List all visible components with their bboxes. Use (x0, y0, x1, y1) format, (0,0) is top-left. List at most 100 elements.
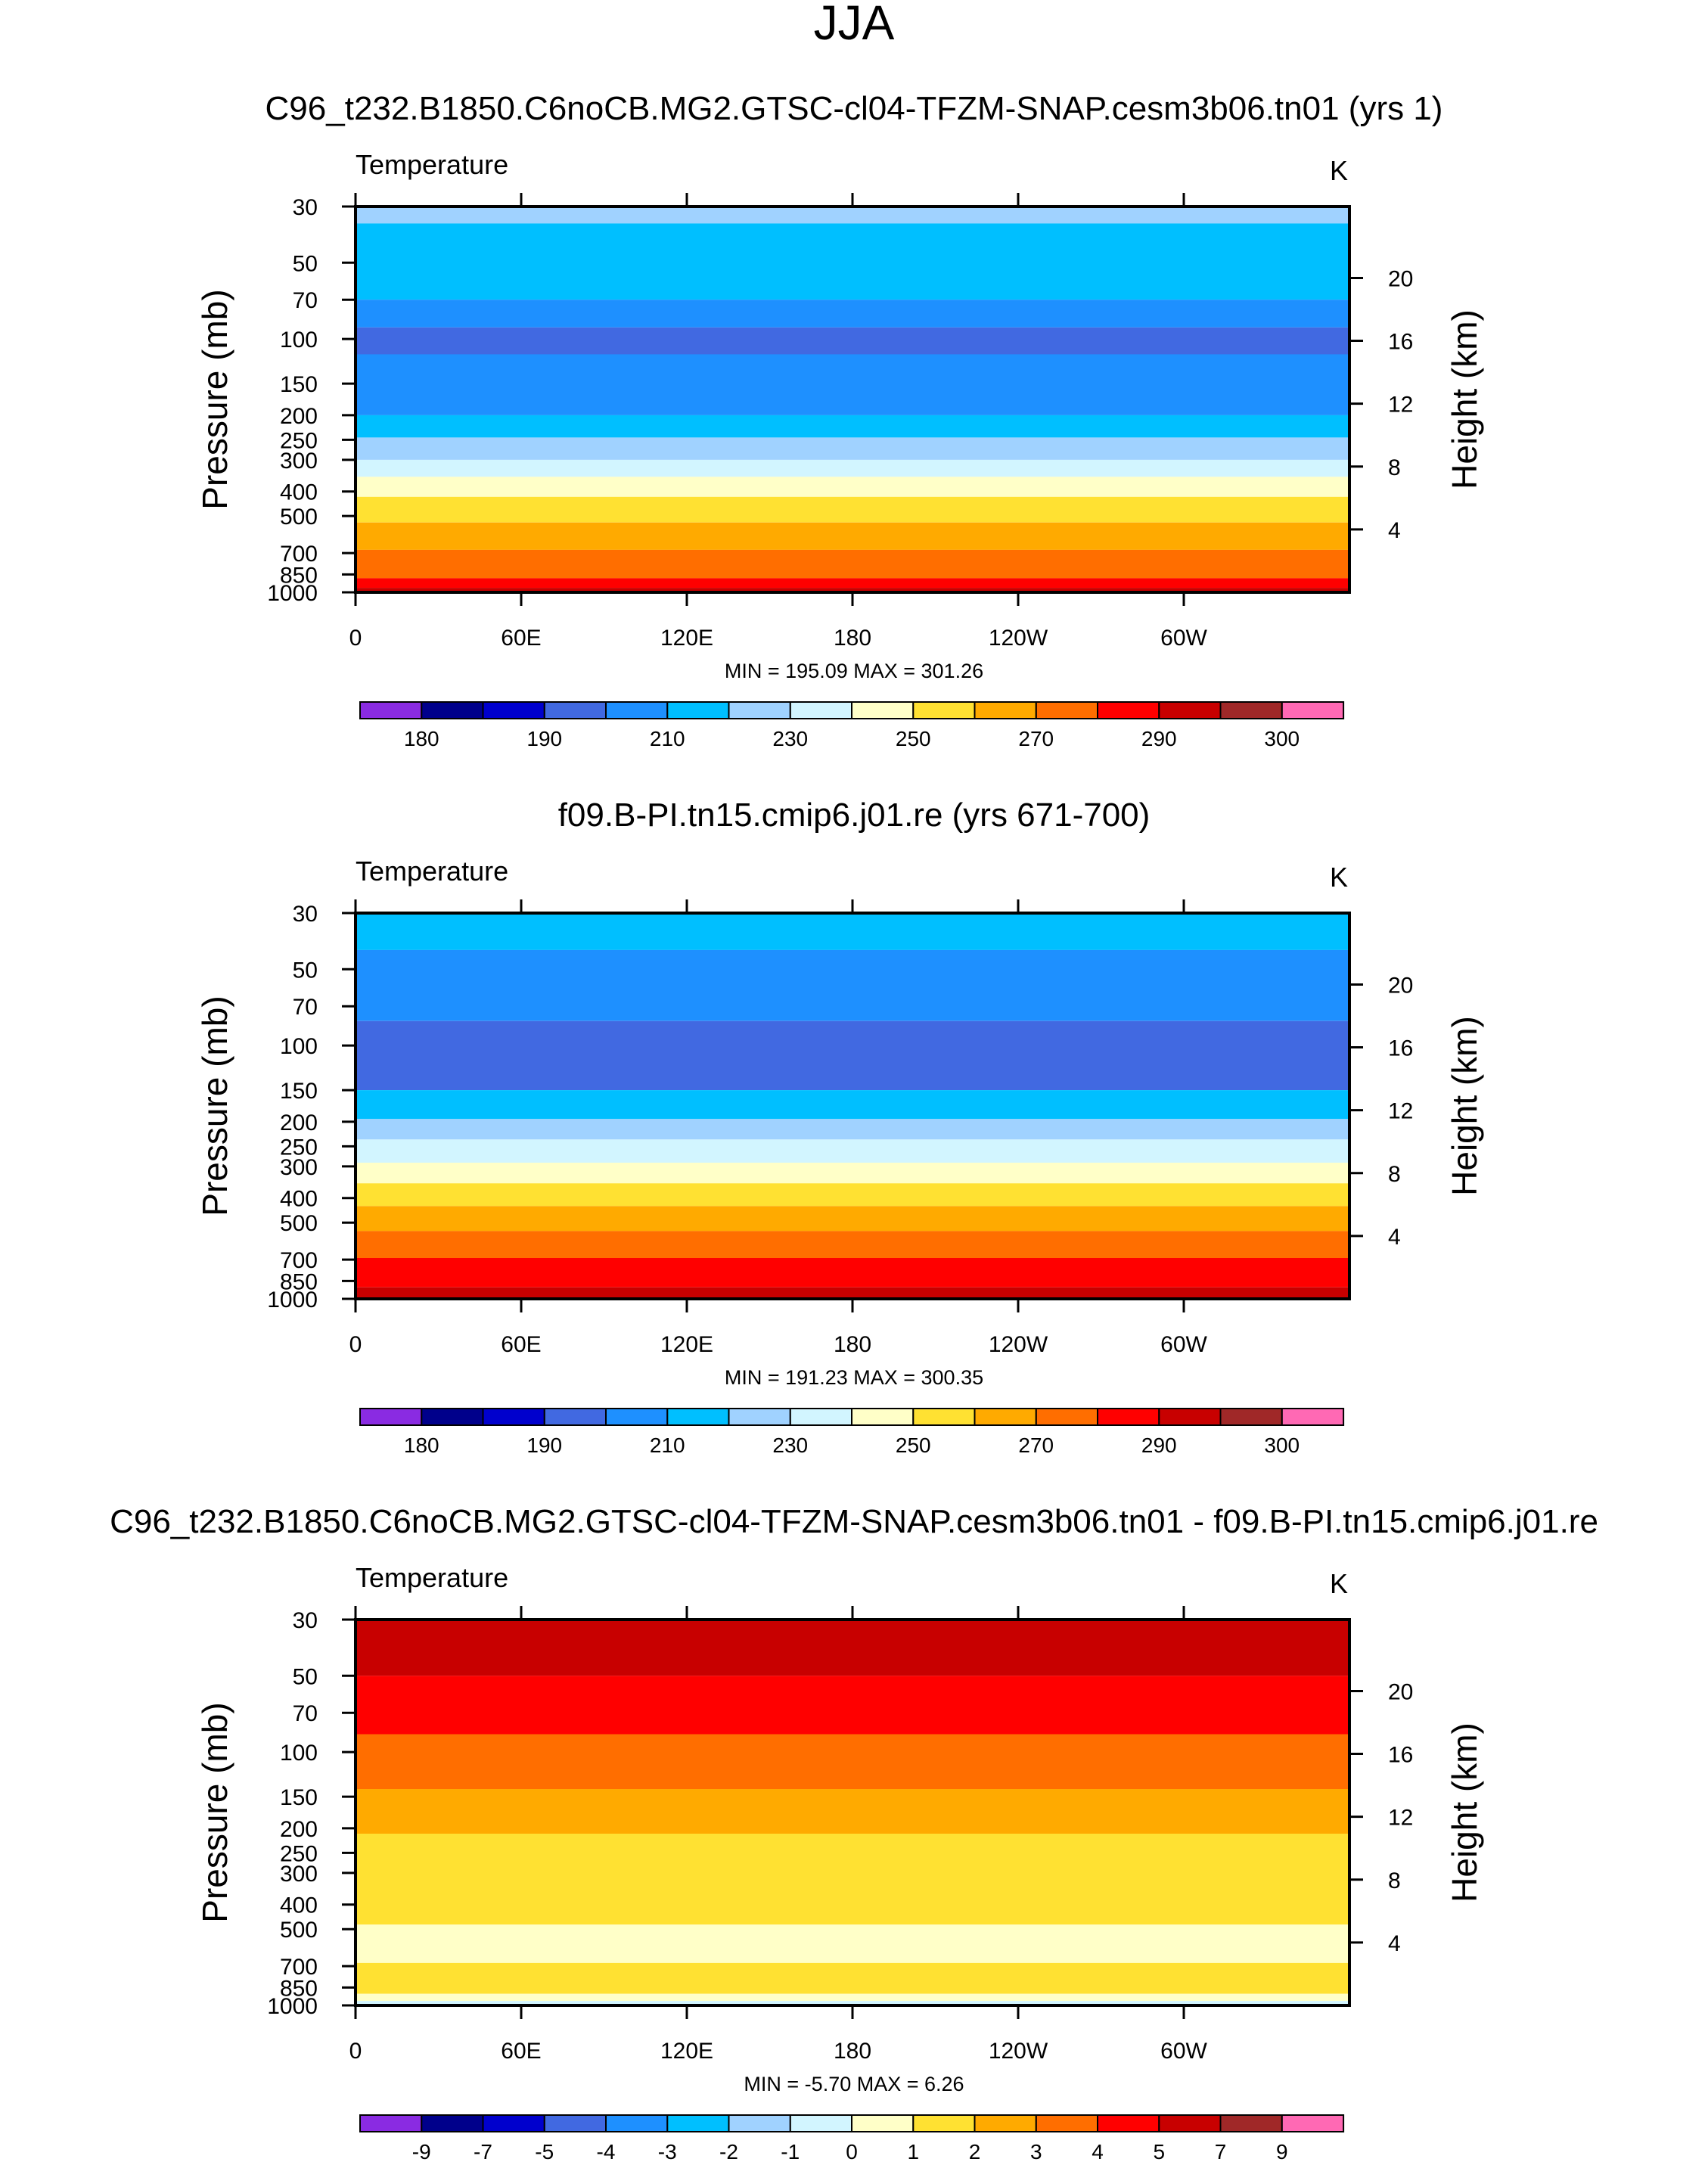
colorbar-box (421, 2114, 484, 2132)
contour-bands (356, 207, 1349, 592)
variable-label: Temperature (356, 149, 508, 180)
panels: C96_t232.B1850.C6noCB.MG2.GTSC-cl04-TFZM… (110, 90, 1598, 2163)
y-axis-label-right: Height (km) (1445, 1722, 1484, 1903)
y-tick-label: 300 (280, 1862, 318, 1887)
right-tick-label: 12 (1388, 1099, 1413, 1124)
panel-title: f09.B-PI.tn15.cmip6.j01.re (yrs 671-700) (558, 797, 1151, 834)
units-label: K (1330, 862, 1348, 893)
colorbar-box (1281, 2114, 1345, 2132)
colorbar-box (1097, 701, 1160, 719)
colorbar-label: 1 (907, 2140, 919, 2163)
contour-band (356, 1287, 1349, 1299)
y-tick-label: 150 (280, 372, 318, 397)
units-label: K (1330, 1568, 1348, 1599)
colorbar-box (421, 701, 484, 719)
colorbar-box (543, 2114, 607, 2132)
colorbar-label: 210 (650, 727, 685, 750)
y-tick-label: 250 (280, 1841, 318, 1866)
colorbar-label: 230 (772, 727, 808, 750)
x-tick-label: 60E (501, 626, 541, 651)
colorbar-label: 3 (1030, 2140, 1042, 2163)
colorbar-box (728, 701, 791, 719)
colorbar-box (974, 701, 1037, 719)
contour-band (356, 522, 1349, 550)
contour-band (356, 437, 1349, 460)
x-tick-label: 0 (349, 626, 362, 651)
y-tick-label: 400 (280, 480, 318, 505)
colorbar-label: -5 (535, 2140, 554, 2163)
y-tick-label: 400 (280, 1893, 318, 1918)
y-tick-label: 400 (280, 1187, 318, 1212)
contour-band (356, 1183, 1349, 1207)
y-axis-label-right: Height (km) (1445, 309, 1484, 489)
colorbar-label: -9 (412, 2140, 431, 2163)
colorbar-box (912, 1408, 976, 1426)
x-tick-label: 60W (1160, 2039, 1207, 2064)
panel-1: C96_t232.B1850.C6noCB.MG2.GTSC-cl04-TFZM… (195, 90, 1484, 750)
colorbar-box (789, 2114, 853, 2132)
colorbar-box (789, 701, 853, 719)
colorbar-label: 270 (1018, 1433, 1054, 1457)
colorbar-box (1158, 2114, 1222, 2132)
x-tick-label: 60W (1160, 1332, 1207, 1357)
colorbar-label: 300 (1264, 1433, 1300, 1457)
y-tick-label: 70 (293, 995, 318, 1020)
y-axis-label-right: Height (km) (1445, 1016, 1484, 1196)
season-title: JJA (814, 0, 895, 50)
colorbar-label: -2 (719, 2140, 738, 2163)
right-tick-label: 4 (1388, 518, 1401, 543)
contour-band (356, 1834, 1349, 1925)
contour-band (356, 1962, 1349, 1994)
contour-band (356, 207, 1349, 224)
colorbar-box (666, 2114, 730, 2132)
y-tick-label: 50 (293, 958, 318, 983)
y-tick-label: 100 (280, 328, 318, 353)
colorbar-label: 9 (1276, 2140, 1288, 2163)
colorbar-box (666, 701, 730, 719)
y-tick-label: 200 (280, 1110, 318, 1135)
colorbar-label: 250 (896, 727, 931, 750)
y-tick-label: 700 (280, 542, 318, 567)
colorbar-label: 250 (896, 1433, 931, 1457)
panel-3: C96_t232.B1850.C6noCB.MG2.GTSC-cl04-TFZM… (110, 1503, 1598, 2163)
colorbar-label: 4 (1092, 2140, 1104, 2163)
y-axis-label: Pressure (mb) (195, 996, 234, 1216)
right-tick-label: 16 (1388, 1743, 1413, 1768)
y-tick-label: 250 (280, 1135, 318, 1160)
y-tick-label: 850 (280, 1269, 318, 1294)
contour-band (356, 1119, 1349, 1140)
colorbar-label: 290 (1141, 727, 1177, 750)
x-tick-label: 120E (660, 626, 713, 651)
contour-bands (356, 1620, 1349, 2005)
y-tick-label: 100 (280, 1034, 318, 1059)
colorbar-box (728, 1408, 791, 1426)
right-tick-label: 20 (1388, 266, 1413, 291)
contour-band (356, 1676, 1349, 1735)
colorbar-box (482, 1408, 545, 1426)
right-tick-label: 4 (1388, 1931, 1401, 1956)
x-tick-label: 180 (834, 1332, 871, 1357)
contour-band (356, 327, 1349, 355)
y-tick-label: 1000 (267, 1994, 318, 2019)
colorbar-label: 180 (404, 1433, 439, 1457)
colorbar-box (1035, 2114, 1099, 2132)
y-tick-label: 200 (280, 404, 318, 429)
right-tick-label: 20 (1388, 973, 1413, 998)
colorbar-box (359, 2114, 423, 2132)
colorbar-box (359, 701, 423, 719)
contour-band (356, 354, 1349, 415)
colorbar-label: 290 (1141, 1433, 1177, 1457)
colorbar-box (543, 1408, 607, 1426)
contour-band (356, 913, 1349, 950)
y-tick-label: 850 (280, 563, 318, 588)
x-tick-label: 120E (660, 1332, 713, 1357)
right-tick-label: 12 (1388, 393, 1413, 418)
colorbar-box (421, 1408, 484, 1426)
colorbar-box (359, 1408, 423, 1426)
colorbar-box (974, 2114, 1037, 2132)
colorbar-box (851, 2114, 915, 2132)
contour-band (356, 949, 1349, 1021)
contour-band (356, 588, 1349, 592)
contour-band (356, 578, 1349, 589)
